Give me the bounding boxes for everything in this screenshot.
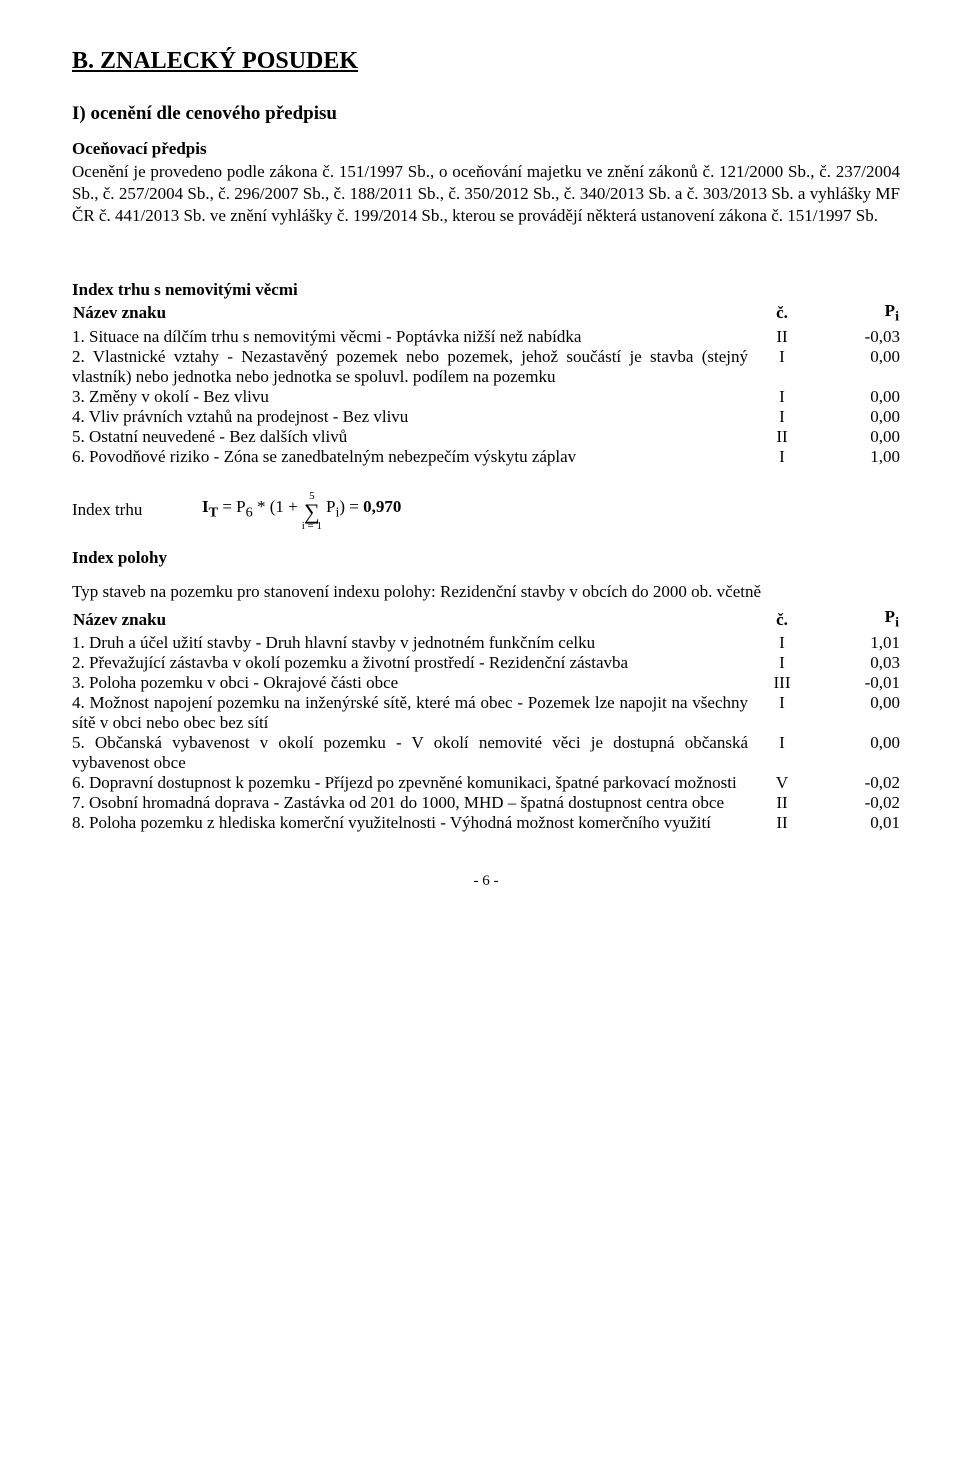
row-name: 3. Změny v okolí - Bez vlivu [72, 387, 756, 407]
table-row: 5. Ostatní neuvedené - Bez dalších vlivů… [72, 427, 900, 447]
section-1-title: I) ocenění dle cenového předpisu [72, 103, 900, 125]
row-c: I [756, 347, 808, 387]
row-c: II [756, 327, 808, 347]
table-row: 4. Vliv právních vztahů na prodejnost - … [72, 407, 900, 427]
table-row: 1. Situace na dílčím trhu s nemovitými v… [72, 327, 900, 347]
row-name: 4. Možnost napojení pozemku na inženýrsk… [72, 693, 756, 733]
row-name: 1. Situace na dílčím trhu s nemovitými v… [72, 327, 756, 347]
row-name: 2. Převažující zástavba v okolí pozemku … [72, 653, 756, 673]
table-row: 8. Poloha pozemku z hlediska komerční vy… [72, 813, 900, 833]
row-p: 0,00 [808, 347, 900, 387]
row-p: 0,00 [808, 693, 900, 733]
row-c: II [756, 813, 808, 833]
row-c: I [756, 407, 808, 427]
row-p: -0,01 [808, 673, 900, 693]
table-row: 6. Dopravní dostupnost k pozemku - Příje… [72, 773, 900, 793]
row-p: 0,00 [808, 407, 900, 427]
row-c: I [756, 387, 808, 407]
row-c: III [756, 673, 808, 693]
col-header-c: č. [756, 300, 808, 326]
row-p: 1,01 [808, 633, 900, 653]
row-name: 8. Poloha pozemku z hlediska komerční vy… [72, 813, 756, 833]
ocenov-predpis-heading: Oceňovací předpis [72, 139, 900, 159]
row-name: 2. Vlastnické vztahy - Nezastavěný pozem… [72, 347, 756, 387]
index-trhu-title: Index trhu s nemovitými věcmi [72, 280, 900, 300]
table-row: 3. Poloha pozemku v obci - Okrajové část… [72, 673, 900, 693]
row-name: 6. Povodňové riziko - Zóna se zanedbatel… [72, 447, 756, 467]
main-title: B. ZNALECKÝ POSUDEK [72, 48, 900, 75]
row-p: 0,00 [808, 427, 900, 447]
table-row: 3. Změny v okolí - Bez vlivuI0,00 [72, 387, 900, 407]
row-p: -0,02 [808, 793, 900, 813]
row-c: I [756, 733, 808, 773]
table-row: 7. Osobní hromadná doprava - Zastávka od… [72, 793, 900, 813]
index-polohy-title: Index polohy [72, 548, 900, 568]
formula-eq: IT = P6 * (1 + 5 ∑ i = 1 Pi) = 0,970 [202, 489, 401, 531]
row-p: 0,00 [808, 733, 900, 773]
formula-label: Index trhu [72, 500, 202, 520]
row-c: I [756, 653, 808, 673]
row-p: -0,02 [808, 773, 900, 793]
row-p: 0,00 [808, 387, 900, 407]
index-polohy-table: Název znaku č. Pi 1. Druh a účel užití s… [72, 606, 900, 832]
row-c: I [756, 447, 808, 467]
row-name: 3. Poloha pozemku v obci - Okrajové část… [72, 673, 756, 693]
col-header-p-2: Pi [808, 606, 900, 632]
table-row: 1. Druh a účel užití stavby - Druh hlavn… [72, 633, 900, 653]
index-trhu-table: Název znaku č. Pi 1. Situace na dílčím t… [72, 300, 900, 466]
col-header-c-2: č. [756, 606, 808, 632]
col-header-name: Název znaku [72, 300, 756, 326]
table-row: 5. Občanská vybavenost v okolí pozemku -… [72, 733, 900, 773]
row-name: 6. Dopravní dostupnost k pozemku - Příje… [72, 773, 756, 793]
row-p: -0,03 [808, 327, 900, 347]
col-header-name-2: Název znaku [72, 606, 756, 632]
table-row: 4. Možnost napojení pozemku na inženýrsk… [72, 693, 900, 733]
table-row: 2. Vlastnické vztahy - Nezastavěný pozem… [72, 347, 900, 387]
table-row: 2. Převažující zástavba v okolí pozemku … [72, 653, 900, 673]
row-p: 1,00 [808, 447, 900, 467]
row-name: 7. Osobní hromadná doprava - Zastávka od… [72, 793, 756, 813]
row-name: 1. Druh a účel užití stavby - Druh hlavn… [72, 633, 756, 653]
row-name: 5. Občanská vybavenost v okolí pozemku -… [72, 733, 756, 773]
ocenov-predpis-text: Ocenění je provedeno podle zákona č. 151… [72, 161, 900, 226]
row-name: 4. Vliv právních vztahů na prodejnost - … [72, 407, 756, 427]
formula-index-trhu: Index trhu IT = P6 * (1 + 5 ∑ i = 1 Pi) … [72, 489, 900, 531]
typ-staveb-text: Typ staveb na pozemku pro stanovení inde… [72, 582, 900, 602]
col-header-p: Pi [808, 300, 900, 326]
row-c: I [756, 693, 808, 733]
row-p: 0,01 [808, 813, 900, 833]
table-row: 6. Povodňové riziko - Zóna se zanedbatel… [72, 447, 900, 467]
row-c: II [756, 427, 808, 447]
row-c: II [756, 793, 808, 813]
row-c: I [756, 633, 808, 653]
row-c: V [756, 773, 808, 793]
row-p: 0,03 [808, 653, 900, 673]
row-name: 5. Ostatní neuvedené - Bez dalších vlivů [72, 427, 756, 447]
page-number: - 6 - [72, 873, 900, 890]
